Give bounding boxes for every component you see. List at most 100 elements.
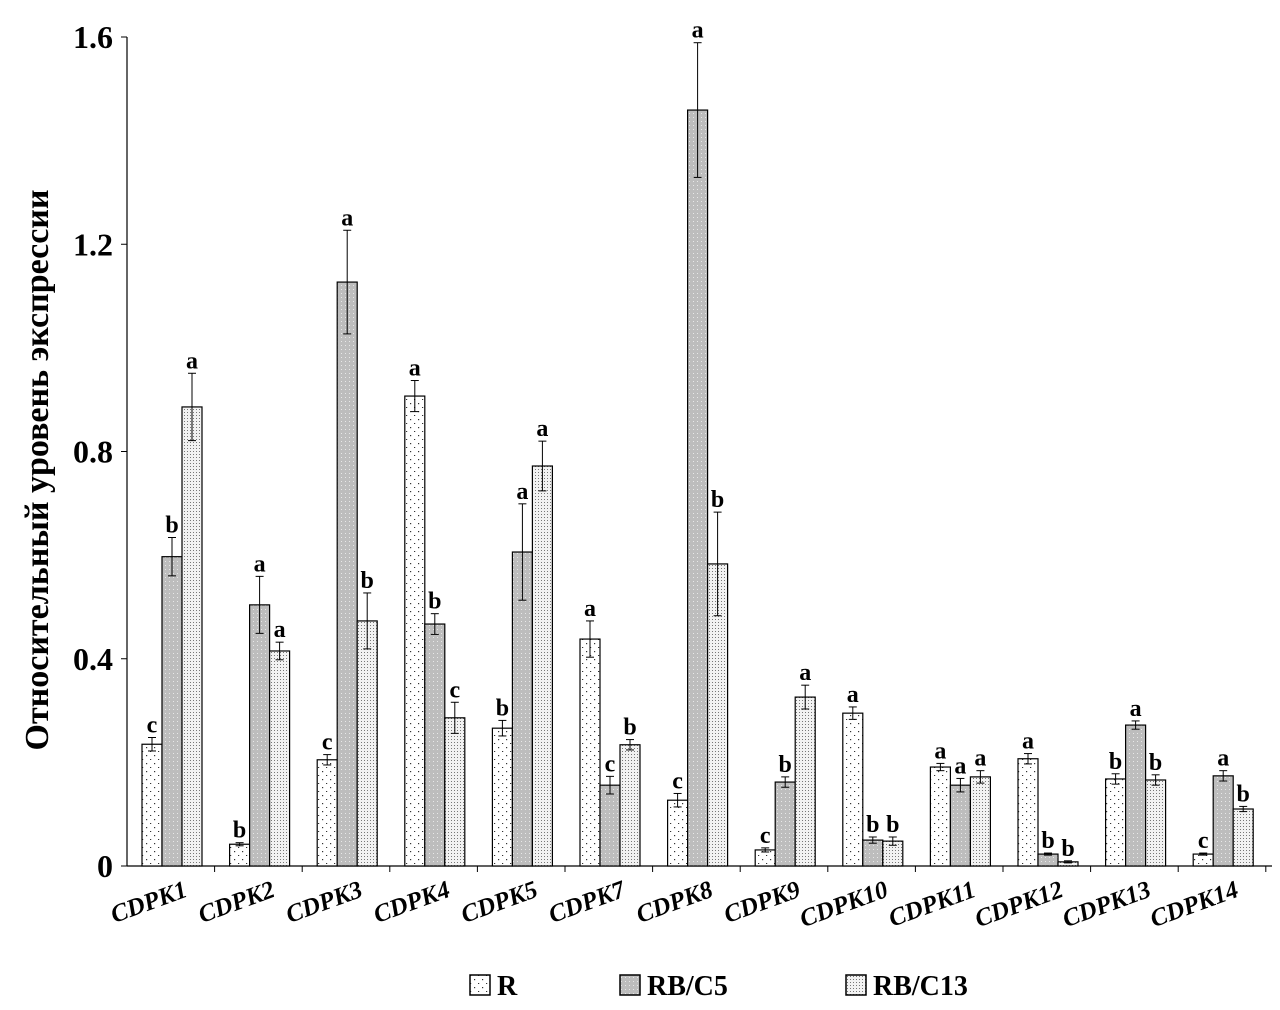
bar — [666, 799, 689, 867]
significance-letter: b — [361, 568, 374, 594]
significance-letter: b — [428, 589, 441, 615]
significance-letter: b — [866, 812, 879, 838]
x-tick-label: CDPK3 — [282, 876, 366, 928]
x-tick-label: CDPK2 — [195, 876, 279, 928]
bar — [686, 109, 709, 867]
x-tick-label: CDPK11 — [885, 876, 979, 932]
bar — [929, 766, 952, 867]
x-tick-label: CDPK12 — [971, 876, 1066, 933]
bar — [1037, 853, 1059, 867]
y-tick-label: 1.2 — [73, 226, 113, 262]
y-axis-label: Относительный уровень экспрессии — [19, 190, 56, 751]
significance-letter: c — [760, 823, 771, 849]
significance-letter: a — [341, 205, 353, 231]
significance-letter: a — [254, 551, 266, 577]
bar — [774, 781, 796, 867]
legend-swatch — [619, 974, 641, 996]
significance-letter: c — [449, 677, 460, 703]
bar — [336, 281, 358, 867]
bar — [356, 620, 378, 867]
significance-letter: c — [605, 751, 616, 777]
significance-letter: b — [496, 695, 509, 721]
significance-letter: a — [974, 746, 986, 772]
x-tick-label: CDPK8 — [633, 876, 717, 929]
bar — [599, 784, 621, 867]
bar — [141, 743, 163, 867]
significance-letter: a — [1022, 729, 1034, 755]
bar — [862, 839, 884, 867]
bar — [619, 744, 641, 867]
bar — [1212, 775, 1234, 867]
bar — [269, 650, 291, 867]
significance-letter: a — [799, 660, 811, 686]
significance-letter: c — [322, 730, 333, 756]
bar — [1017, 758, 1039, 867]
legend: R RB/C5 RB/C13 — [469, 971, 968, 1002]
significance-letter: b — [886, 812, 899, 838]
significance-letter: c — [147, 713, 158, 739]
significance-letter: a — [186, 348, 198, 374]
significance-letter: b — [1041, 828, 1054, 854]
bar — [249, 604, 271, 867]
significance-letter: c — [672, 768, 683, 794]
bar — [1192, 853, 1214, 867]
y-tick-label: 0 — [97, 848, 113, 884]
bar — [161, 556, 183, 867]
bar — [1144, 779, 1167, 867]
bar — [794, 696, 816, 867]
bar — [181, 406, 203, 867]
x-tick-label: CDPK10 — [796, 876, 892, 933]
significance-letter: b — [711, 487, 724, 513]
bar — [316, 759, 338, 867]
bar — [444, 717, 466, 867]
significance-letter: b — [779, 752, 792, 778]
bar — [404, 395, 426, 867]
bar — [531, 465, 554, 867]
x-tick-label: CDPK14 — [1147, 876, 1242, 933]
significance-letter: b — [1237, 781, 1250, 807]
bar — [969, 776, 992, 867]
legend-swatch — [845, 974, 867, 996]
legend-label: R — [497, 971, 518, 1002]
significance-letter: a — [1130, 696, 1142, 722]
significance-letter: a — [934, 738, 946, 764]
x-tick-label: CDPK7 — [545, 876, 630, 929]
significance-letter: b — [623, 715, 636, 741]
bar — [424, 623, 446, 867]
bar — [491, 727, 513, 867]
legend-label: RB/C5 — [647, 971, 728, 1002]
x-tick-label: CDPK4 — [370, 876, 454, 928]
legend-label: RB/C13 — [873, 971, 968, 1002]
significance-letter: a — [409, 356, 421, 382]
significance-letter: a — [536, 416, 548, 442]
bar — [229, 843, 251, 867]
legend-swatch — [469, 974, 491, 996]
bar — [1232, 808, 1254, 867]
y-tick-label: 0.8 — [73, 434, 113, 470]
significance-letter: a — [847, 682, 859, 708]
significance-letter: a — [954, 753, 966, 779]
bar — [579, 638, 601, 867]
y-tick-label: 1.6 — [73, 19, 113, 55]
significance-letter: a — [1217, 746, 1229, 772]
x-tick-label: CDPK5 — [458, 876, 542, 928]
significance-letter: c — [1198, 828, 1209, 854]
bar — [1124, 724, 1147, 867]
significance-letter: b — [1149, 750, 1162, 776]
significance-letter: b — [233, 818, 246, 844]
significance-letter: b — [1109, 749, 1122, 775]
bar — [842, 712, 864, 867]
significance-letter: b — [1061, 836, 1074, 862]
significance-letter: a — [516, 479, 528, 505]
bar — [949, 784, 972, 867]
y-tick-label: 0.4 — [73, 641, 113, 677]
x-tick-label: CDPK1 — [107, 876, 191, 928]
x-tick-label: CDPK13 — [1059, 876, 1154, 933]
significance-letter: a — [692, 18, 704, 44]
bar — [1104, 778, 1127, 867]
significance-letter: b — [165, 513, 178, 539]
significance-letter: a — [584, 596, 596, 622]
significance-letter: a — [274, 617, 286, 643]
x-tick-label: CDPK9 — [720, 876, 804, 929]
